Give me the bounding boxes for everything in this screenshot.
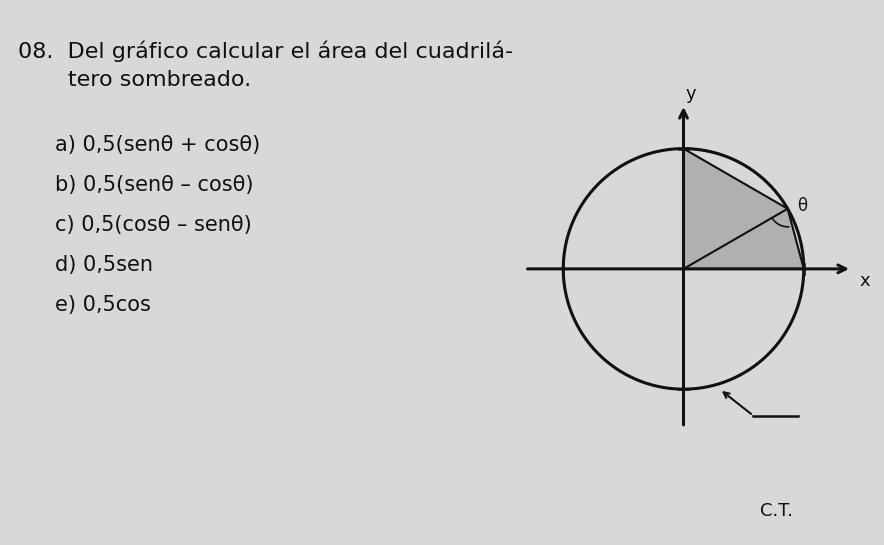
Text: x: x	[859, 272, 870, 290]
Text: d) 0,5sen: d) 0,5sen	[55, 255, 153, 275]
Text: e) 0,5cos: e) 0,5cos	[55, 295, 151, 315]
Text: a) 0,5(senθ + cosθ): a) 0,5(senθ + cosθ)	[55, 135, 260, 155]
Text: θ: θ	[797, 197, 807, 215]
Text: b) 0,5(senθ – cosθ): b) 0,5(senθ – cosθ)	[55, 175, 254, 195]
Text: tero sombreado.: tero sombreado.	[18, 70, 251, 90]
Text: 08.  Del gráfico calcular el área del cuadrilá-: 08. Del gráfico calcular el área del cua…	[18, 40, 513, 62]
Text: C.T.: C.T.	[760, 502, 793, 520]
Text: y: y	[685, 85, 696, 103]
Text: c) 0,5(cosθ – senθ): c) 0,5(cosθ – senθ)	[55, 215, 252, 235]
Polygon shape	[683, 149, 804, 269]
